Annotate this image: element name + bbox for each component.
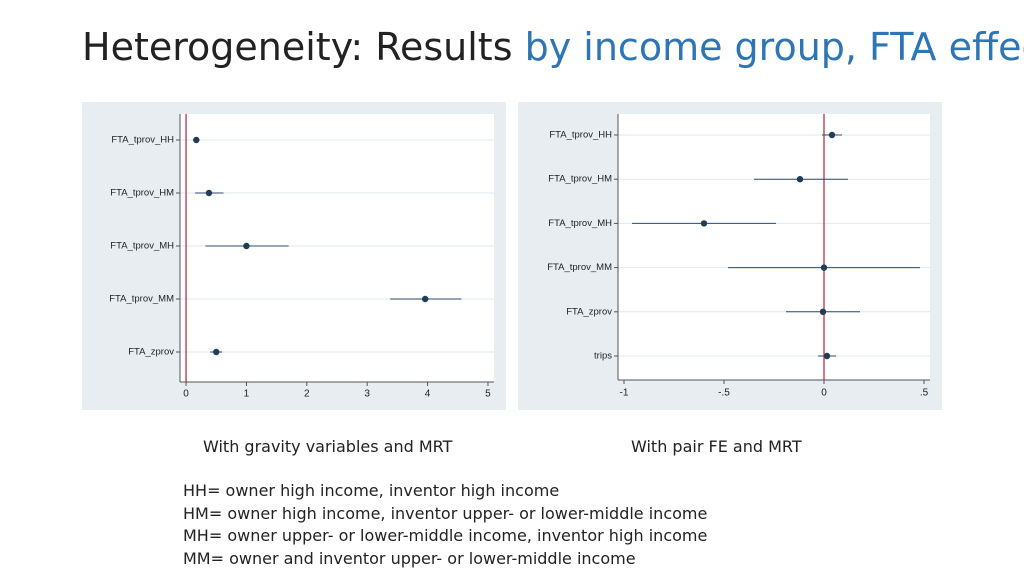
x-tick-label: 4 [425,389,431,400]
point-estimate [796,176,804,183]
plot-area [180,114,494,382]
row-label: FTA_zprov [128,347,174,358]
chart-panel-pair-fe: -1 -.5 0 .5 FTA_tprov_HH FTA_tprov_HM FTA_tpro… [518,102,942,410]
row-label: FTA_tprov_MM [547,262,612,273]
income-group-legend: HH= owner high income, inventor high inc… [183,480,707,570]
caption-pair-fe: With pair FE and MRT [631,437,802,456]
point-estimate [205,189,213,197]
row-label: FTA_tprov_HH [111,135,174,146]
row-label: FTA_tprov_MM [109,294,174,305]
row-label: FTA_tprov_MH [110,241,174,252]
x-tick-label: 1 [244,389,250,400]
point-estimate [213,348,220,356]
point-estimate [819,308,827,315]
caption-gravity: With gravity variables and MRT [203,437,453,456]
point-estimate [823,352,831,360]
row-label: FTA_tprov_HH [549,130,612,141]
x-tick-label: 2 [304,389,310,400]
chart-panel-gravity: 0 1 2 3 4 5 FTA_tprov_HH FTA_tprov_HM FTA_tprov_… [82,102,506,410]
row-label: FTA_tprov_HM [548,174,612,185]
x-tick-label: 3 [364,389,370,400]
slide-title: Heterogeneity: Results by income group, … [82,22,1024,72]
point-estimate [820,264,828,271]
point-estimate [421,295,429,303]
legend-line-mh: MH= owner upper- or lower-middle income,… [183,526,708,546]
row-label: FTA_tprov_HM [110,188,174,199]
x-tick-label: 0 [821,388,827,399]
legend-line-mm: MM= owner and inventor upper- or lower-m… [183,548,636,568]
chart-pair-fe-svg: -1 -.5 0 .5 FTA_tprov_HH FTA_tprov_HM FTA_tpro… [547,114,930,399]
row-label: trips [594,351,612,362]
title-main: Heterogeneity: Results [82,25,525,69]
point-estimate [828,131,836,139]
plot-area [618,114,930,380]
x-tick-label: 0 [183,389,189,400]
row-label: FTA_zprov [566,306,612,317]
point-estimate [700,220,708,227]
x-tick-label: .5 [920,388,929,399]
x-tick-label: -1 [620,388,629,399]
point-estimate [243,242,250,250]
x-tick-label: 5 [485,389,491,400]
legend-line-hh: HH= owner high income, inventor high inc… [183,481,560,500]
legend-line-hm: HM= owner high income, inventor upper- o… [183,503,708,523]
chart-gravity-svg: 0 1 2 3 4 5 FTA_tprov_HH FTA_tprov_HM FTA_tprov_… [109,114,494,400]
point-estimate [193,136,200,144]
x-tick-label: -.5 [718,388,730,399]
row-label: FTA_tprov_MH [548,218,612,229]
title-accent: by income group, FTA effect [524,25,1024,69]
